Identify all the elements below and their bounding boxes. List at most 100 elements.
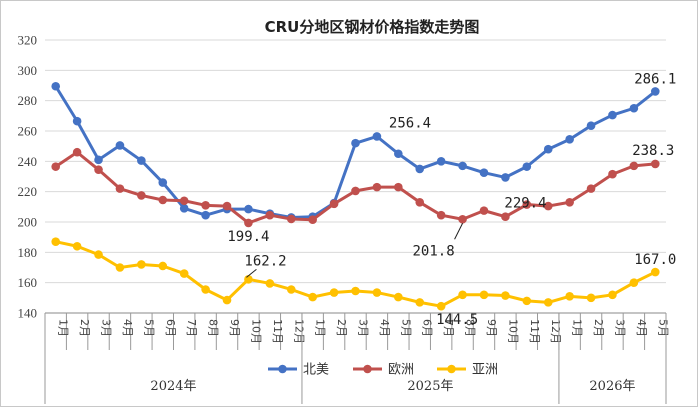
data-point <box>308 215 317 225</box>
data-point <box>201 210 210 220</box>
data-point <box>158 195 168 205</box>
x-tick-label: 7月 <box>185 319 198 337</box>
data-point <box>222 201 232 211</box>
data-label: 256.4 <box>389 115 431 131</box>
legend-marker <box>363 364 372 374</box>
data-point <box>608 110 617 120</box>
legend-label: 亚洲 <box>472 363 498 378</box>
data-point <box>479 168 489 178</box>
x-tick-label: 4月 <box>121 319 134 337</box>
data-point <box>51 162 61 171</box>
data-point <box>115 141 125 150</box>
data-point <box>543 201 553 211</box>
data-point <box>351 286 360 296</box>
y-tick-label: 140 <box>18 306 38 321</box>
data-point <box>650 159 660 169</box>
data-point <box>201 285 210 294</box>
data-point <box>415 197 425 207</box>
data-point <box>158 178 168 187</box>
y-axis: 140 160 180 200 220 240 260 280 300 320 <box>18 33 38 321</box>
data-point <box>137 191 146 200</box>
data-point <box>179 196 189 206</box>
x-tick-label: 9月 <box>228 319 241 337</box>
data-point <box>479 206 489 215</box>
data-label: 286.1 <box>634 71 676 87</box>
data-point <box>565 292 574 301</box>
y-tick-label: 160 <box>18 275 38 290</box>
data-point <box>244 275 253 284</box>
x-tick-label: 9月 <box>485 319 498 337</box>
data-point <box>137 260 146 269</box>
data-point <box>72 116 82 126</box>
data-point <box>51 237 61 247</box>
x-tick-label: 8月 <box>207 319 220 337</box>
data-point <box>608 290 617 300</box>
x-tick-label: 4月 <box>378 319 391 337</box>
year-label: 2025年 <box>407 379 453 394</box>
y-tick-label: 300 <box>18 63 38 78</box>
x-tick-label: 3月 <box>100 319 113 337</box>
x-tick-label: 3月 <box>357 319 370 337</box>
data-point <box>351 138 360 148</box>
x-axis: 1月 2月 3月 4月 5月 6月 7月 8月 9月 10月 11月 12月 1月 2月 3月 4月 5月 6月 7… <box>44 313 669 404</box>
data-point <box>72 147 82 157</box>
x-tick-label: 12月 <box>292 319 305 344</box>
leader-line <box>454 223 464 240</box>
data-point <box>650 267 660 277</box>
data-point <box>115 263 125 272</box>
data-point <box>372 288 382 297</box>
legend: 北美 欧洲 亚洲 <box>268 363 498 378</box>
data-point <box>629 161 639 171</box>
legend-label: 欧洲 <box>388 363 414 378</box>
legend-label: 北美 <box>303 363 329 378</box>
chart-title: CRU分地区钢材价格指数走势图 <box>265 18 480 36</box>
legend-marker <box>447 364 456 374</box>
x-tick-label: 1月 <box>314 319 327 337</box>
data-point <box>265 210 275 220</box>
data-point <box>565 135 574 144</box>
data-label: 229.4 <box>504 195 546 211</box>
y-tick-label: 180 <box>18 245 38 260</box>
data-point <box>329 199 339 209</box>
data-point <box>501 212 510 221</box>
data-point <box>394 182 403 192</box>
x-tick-label: 7月 <box>442 319 455 337</box>
data-point <box>394 149 403 159</box>
data-point <box>479 290 489 300</box>
data-point <box>458 161 467 171</box>
data-point <box>565 197 574 207</box>
x-tick-label: 5月 <box>656 319 669 337</box>
x-tick-label: 2月 <box>335 319 348 337</box>
x-tick-label: 11月 <box>271 319 284 344</box>
data-label: 162.2 <box>244 253 286 269</box>
series-layer <box>51 81 660 311</box>
data-point <box>629 278 639 287</box>
year-label: 2026年 <box>589 379 635 394</box>
data-label: 238.3 <box>632 143 674 159</box>
data-point <box>522 296 532 306</box>
data-point <box>94 155 103 165</box>
x-tick-label: 10月 <box>249 319 262 344</box>
data-point <box>179 204 189 213</box>
data-label: 199.4 <box>227 229 269 245</box>
data-point <box>72 241 82 251</box>
data-point <box>436 301 446 311</box>
data-label: 201.8 <box>412 243 454 259</box>
data-point <box>115 184 125 193</box>
x-tick-label: 11月 <box>528 319 541 344</box>
data-point <box>543 144 553 154</box>
y-tick-label: 320 <box>18 33 38 48</box>
data-point <box>501 173 510 182</box>
data-point <box>94 250 103 259</box>
data-point <box>436 210 446 220</box>
data-point <box>458 290 467 300</box>
x-tick-label: 2月 <box>592 319 605 337</box>
y-tick-label: 220 <box>18 184 38 199</box>
x-tick-label: 3月 <box>613 319 626 337</box>
x-tick-label: 2月 <box>78 319 91 337</box>
data-point <box>158 261 168 271</box>
data-point <box>372 132 382 141</box>
data-point <box>436 157 446 166</box>
